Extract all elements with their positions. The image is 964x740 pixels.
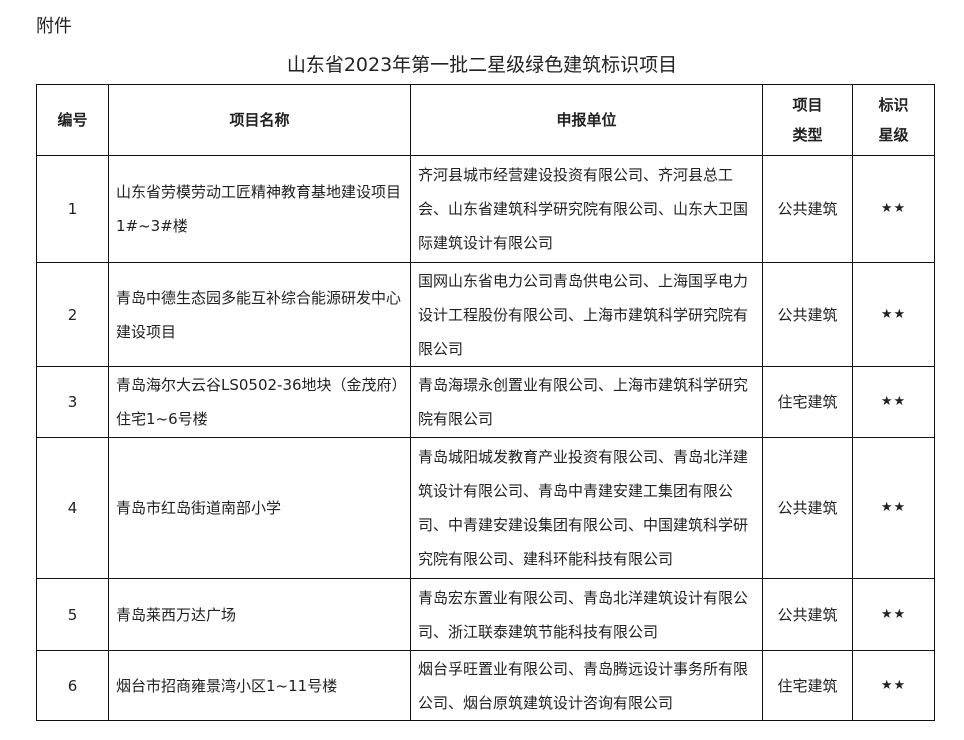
projects-table: 编号 项目名称 申报单位 项目 类型 标识 星级 1 山东省劳模劳动工匠精神教育基地建…	[36, 84, 935, 721]
project-type: 公共建筑	[762, 262, 853, 367]
row-no: 2	[36, 262, 109, 367]
header-unit: 申报单位	[410, 84, 763, 156]
project-type: 公共建筑	[762, 578, 853, 651]
applicant-units: 齐河县城市经营建设投资有限公司、齐河县总工会、山东省建筑科学研究院有限公司、山东…	[410, 155, 763, 263]
header-name: 项目名称	[108, 84, 411, 156]
project-name: 青岛海尔大云谷LS0502-36地块（金茂府）住宅1~6号楼	[108, 366, 411, 438]
table-row: 2 青岛中德生态园多能互补综合能源研发中心建设项目 国网山东省电力公司青岛供电公司、…	[36, 262, 935, 367]
project-type: 公共建筑	[762, 155, 853, 263]
table-row: 1 山东省劳模劳动工匠精神教育基地建设项目1#~3#楼 齐河县城市经营建设投资有限公…	[36, 155, 935, 263]
row-no: 3	[36, 366, 109, 438]
table-row: 4 青岛市红岛街道南部小学 青岛城阳城发教育产业投资有限公司、青岛北洋建筑设计有限公…	[36, 437, 935, 579]
star-rating: ★★	[852, 262, 935, 367]
star-rating: ★★	[852, 578, 935, 651]
row-no: 5	[36, 578, 109, 651]
project-name: 青岛莱西万达广场	[108, 578, 411, 651]
row-no: 1	[36, 155, 109, 263]
star-rating: ★★	[852, 650, 935, 721]
applicant-units: 青岛海璟永创置业有限公司、上海市建筑科学研究院有限公司	[410, 366, 763, 438]
project-name: 青岛中德生态园多能互补综合能源研发中心建设项目	[108, 262, 411, 367]
header-no: 编号	[36, 84, 109, 156]
header-type: 项目 类型	[762, 84, 853, 156]
project-name: 青岛市红岛街道南部小学	[108, 437, 411, 579]
applicant-units: 青岛宏东置业有限公司、青岛北洋建筑设计有限公司、浙江联泰建筑节能科技有限公司	[410, 578, 763, 651]
header-star: 标识 星级	[852, 84, 935, 156]
row-no: 4	[36, 437, 109, 579]
applicant-units: 国网山东省电力公司青岛供电公司、上海国孚电力设计工程股份有限公司、上海市建筑科学…	[410, 262, 763, 367]
table-row: 6 烟台市招商雍景湾小区1~11号楼 烟台孚旺置业有限公司、青岛腾远设计事务所有限公…	[36, 650, 935, 721]
applicant-units: 青岛城阳城发教育产业投资有限公司、青岛北洋建筑设计有限公司、青岛中青建安建工集团…	[410, 437, 763, 579]
header-row: 编号 项目名称 申报单位 项目 类型 标识 星级	[36, 84, 935, 156]
table-row: 5 青岛莱西万达广场 青岛宏东置业有限公司、青岛北洋建筑设计有限公司、浙江联泰建筑节…	[36, 578, 935, 651]
project-name: 烟台市招商雍景湾小区1~11号楼	[108, 650, 411, 721]
project-name: 山东省劳模劳动工匠精神教育基地建设项目1#~3#楼	[108, 155, 411, 263]
applicant-units: 烟台孚旺置业有限公司、青岛腾远设计事务所有限公司、烟台原筑建筑设计咨询有限公司	[410, 650, 763, 721]
row-no: 6	[36, 650, 109, 721]
attachment-label: 附件	[36, 16, 72, 37]
star-rating: ★★	[852, 366, 935, 438]
star-rating: ★★	[852, 155, 935, 263]
star-rating: ★★	[852, 437, 935, 579]
project-type: 住宅建筑	[762, 650, 853, 721]
project-type: 公共建筑	[762, 437, 853, 579]
project-type: 住宅建筑	[762, 366, 853, 438]
page-title: 山东省2023年第一批二星级绿色建筑标识项目	[286, 54, 678, 76]
table-row: 3 青岛海尔大云谷LS0502-36地块（金茂府）住宅1~6号楼 青岛海璟永创置业有…	[36, 366, 935, 438]
